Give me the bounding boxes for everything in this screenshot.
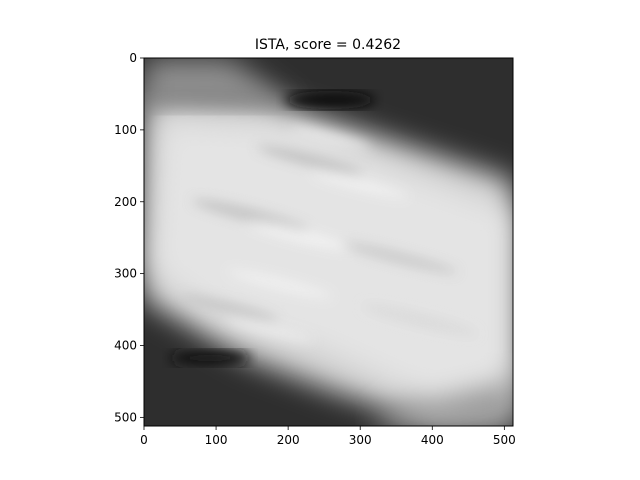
y-tick-label: 100 <box>114 123 137 137</box>
x-tick-label: 500 <box>493 433 516 447</box>
y-tick-label: 300 <box>114 267 137 281</box>
y-tick-label: 200 <box>114 195 137 209</box>
heatmap-image <box>144 58 513 426</box>
x-tick-label: 200 <box>277 433 300 447</box>
y-tick-label: 400 <box>114 339 137 353</box>
x-tick-label: 100 <box>205 433 228 447</box>
y-axis: 0 100 200 300 400 500 <box>114 51 144 424</box>
x-tick-label: 300 <box>349 433 372 447</box>
x-tick-label: 0 <box>140 433 148 447</box>
x-axis: 0 100 200 300 400 500 <box>140 426 516 447</box>
x-tick-label: 400 <box>421 433 444 447</box>
y-tick-label: 0 <box>129 51 137 65</box>
plot-frame <box>143 57 514 427</box>
chart-title: ISTA, score = 0.4262 <box>255 37 401 53</box>
y-tick-label: 500 <box>114 410 137 424</box>
